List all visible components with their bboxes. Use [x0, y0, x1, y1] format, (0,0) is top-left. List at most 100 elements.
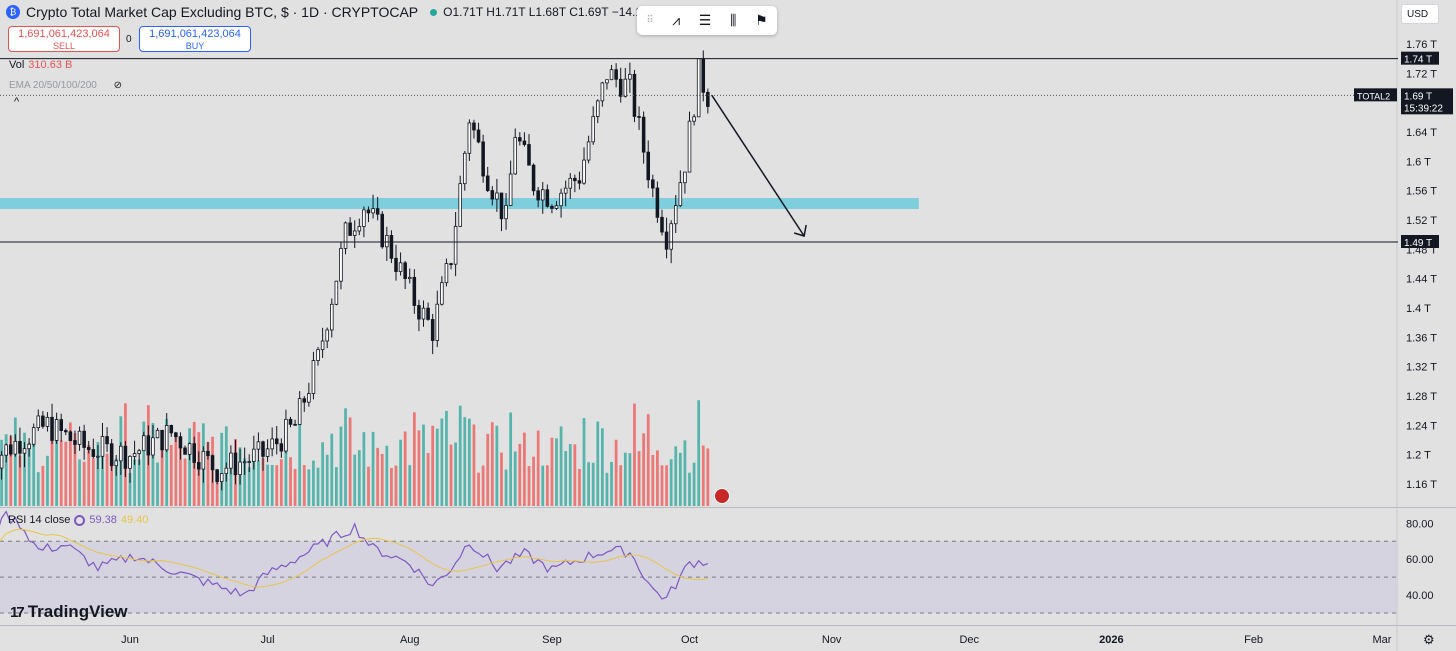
bars-icon[interactable]: ⫼ — [729, 12, 737, 28]
candle-body — [348, 222, 352, 236]
flag-icon[interactable]: ⚑ — [755, 12, 768, 28]
volume-bar — [307, 469, 311, 506]
candle-body — [206, 450, 210, 457]
volume-bar — [449, 444, 453, 506]
volume-bar — [9, 436, 13, 506]
volume-bar — [417, 430, 421, 506]
symbol-title[interactable]: Crypto Total Market Cap Excluding BTC, $… — [26, 4, 419, 20]
volume-bar — [518, 443, 522, 506]
candle-body — [261, 441, 265, 457]
candle-body — [582, 159, 586, 184]
trend-line-icon[interactable]: ⩘ — [672, 12, 681, 28]
candle-body — [352, 230, 357, 236]
ema-legend[interactable]: EMA 20/50/100/200 ⊘ — [9, 80, 122, 91]
candle-body — [4, 444, 8, 456]
volume-bar — [697, 400, 701, 506]
candle-body — [64, 430, 68, 433]
candle-body — [660, 216, 664, 233]
volume-bar — [692, 462, 696, 506]
candle-body — [160, 429, 164, 451]
us-flag-icon[interactable] — [714, 488, 730, 504]
volume-bar — [114, 458, 118, 506]
rsi-settings-icon[interactable] — [74, 514, 86, 526]
candle-body — [316, 349, 320, 361]
candle-body — [453, 225, 458, 265]
volume-bar — [628, 453, 632, 506]
rsi-legend[interactable]: RSI 14 close 59.38 49.40 — [8, 514, 148, 526]
candle-body — [100, 436, 105, 457]
volume-bar — [472, 424, 476, 506]
candle-body — [36, 415, 41, 429]
buy-button[interactable]: 1,691,061,423,064 BUY — [139, 26, 251, 52]
tradingview-logo[interactable]: 17 TradingView — [10, 602, 128, 622]
volume-bar — [4, 434, 8, 506]
time-tick-label: Sep — [542, 634, 562, 646]
candle-body — [683, 171, 687, 184]
volume-bar — [555, 438, 558, 506]
candle-body — [481, 141, 485, 177]
volume-bar — [156, 462, 159, 506]
volume-bar — [266, 464, 269, 506]
volume-bar — [412, 412, 416, 506]
volume-legend[interactable]: Vol 310.63 B — [9, 59, 72, 71]
volume-bar — [701, 445, 705, 506]
candle-body — [545, 189, 550, 207]
candle-body — [265, 448, 270, 457]
horizontal-lines-icon[interactable]: ☰ — [698, 12, 712, 28]
volume-bar — [500, 452, 503, 506]
volume-bar — [55, 418, 58, 506]
volume-bar — [490, 422, 494, 506]
volume-bar — [536, 430, 540, 506]
candle-body — [651, 179, 655, 189]
price-tick-label: 1.32 T — [1406, 362, 1437, 374]
hidden-eye-icon[interactable]: ⊘ — [113, 80, 123, 91]
sell-button[interactable]: 1,691,061,423,064 SELL — [8, 26, 120, 52]
candle-body — [274, 438, 279, 445]
candle-body — [591, 116, 595, 143]
volume-bar — [527, 466, 531, 506]
volume-bar — [610, 461, 613, 506]
volume-bar — [399, 439, 402, 506]
candle-body — [628, 73, 632, 80]
candle-body — [284, 418, 288, 452]
candle-body — [238, 461, 242, 476]
buy-label: BUY — [185, 41, 205, 51]
candle-body — [458, 183, 462, 227]
volume-bar — [394, 465, 398, 506]
candle-body — [59, 419, 63, 431]
candle-body — [210, 455, 215, 471]
candle-body — [673, 205, 678, 225]
currency-select[interactable]: USD — [1401, 4, 1439, 24]
candle-body — [256, 441, 261, 450]
volume-bar — [142, 421, 146, 506]
volume-bar — [619, 465, 623, 506]
volume-bar — [362, 432, 366, 506]
volume-bar — [27, 442, 31, 506]
volume-bar — [110, 454, 114, 506]
volume-bar — [339, 426, 343, 506]
candle-body — [440, 282, 444, 305]
candle-body — [270, 438, 274, 450]
candle-body — [417, 305, 421, 320]
volume-bar — [128, 472, 132, 506]
volume-bar — [247, 467, 251, 506]
forecast-arrow — [711, 94, 805, 237]
candle-body — [563, 187, 568, 194]
volume-bar — [582, 418, 586, 506]
volume-bar — [169, 444, 173, 506]
volume-bar — [257, 460, 260, 506]
settings-gear-icon[interactable]: ⚙ — [1423, 632, 1435, 647]
volume-bar — [133, 459, 136, 506]
candle-body — [73, 440, 77, 445]
candle-body — [407, 276, 412, 280]
volume-bar — [23, 432, 26, 506]
candle-body — [123, 445, 128, 469]
spread-value: 0 — [126, 34, 132, 45]
collapse-legend-icon[interactable]: ^ — [14, 96, 20, 108]
candle-body — [334, 280, 339, 305]
volume-bar — [509, 412, 513, 506]
volume-bar — [41, 465, 45, 506]
drag-grip-icon[interactable]: ⠿ — [646, 15, 654, 26]
candle-body — [421, 307, 426, 320]
